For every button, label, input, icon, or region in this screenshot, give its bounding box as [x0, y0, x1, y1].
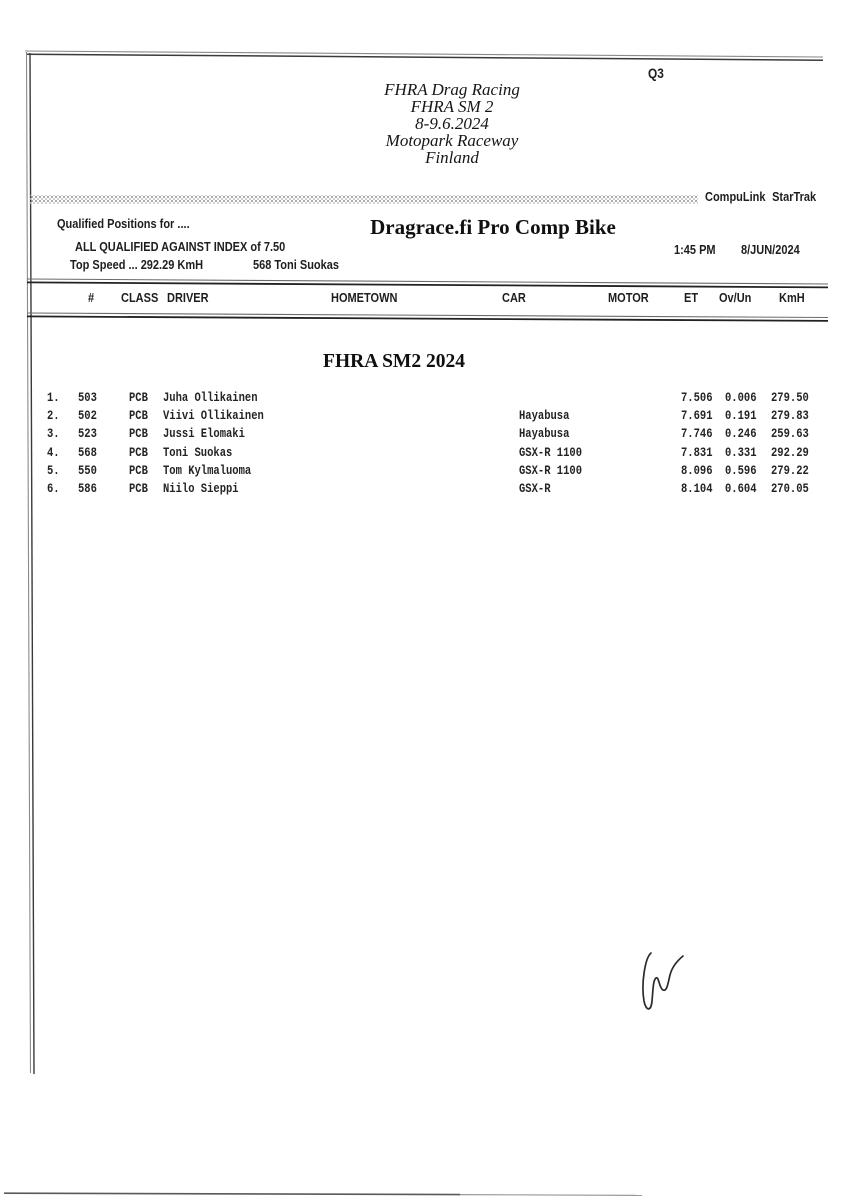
header-hometown: HOMETOWN	[331, 291, 398, 305]
table-row: 2. 502 PCB Viivi Ollikainen Hayabusa 7.6…	[0, 409, 848, 427]
header-ovun: Ov/Un	[719, 291, 752, 305]
cell-position: 6.	[47, 482, 60, 496]
cell-bike-number: 568	[78, 445, 97, 460]
cell-ovun: 0.246	[725, 427, 757, 442]
cell-car: GSX-R	[519, 482, 551, 496]
cell-ovun: 0.604	[725, 482, 757, 496]
header-kmh: KmH	[779, 291, 805, 305]
cell-et: 7.831	[681, 445, 713, 460]
table-row: 5. 550 PCB Tom Kylmaluoma GSX-R 1100 8.0…	[0, 464, 848, 482]
cell-class: PCB	[129, 427, 148, 442]
header-motor: MOTOR	[608, 291, 649, 305]
cell-driver: Juha Ollikainen	[163, 391, 258, 405]
cell-bike-number: 550	[78, 463, 97, 478]
halftone-divider-band	[30, 195, 698, 204]
cell-position: 4.	[47, 445, 60, 460]
cell-bike-number: 503	[78, 391, 97, 405]
event-venue-line: Motopark Raceway	[385, 130, 519, 150]
header-car: CAR	[502, 291, 526, 305]
cell-car: GSX-R 1100	[519, 445, 583, 460]
cell-et: 7.746	[681, 427, 713, 442]
table-rule-bottom	[26, 312, 829, 322]
cell-et: 8.096	[681, 463, 713, 478]
cell-driver: Tom Kylmaluoma	[163, 463, 252, 478]
class-section-title: FHRA SM2 2024	[323, 351, 465, 372]
cell-ovun: 0.596	[725, 463, 757, 478]
print-time: 1:45 PM	[674, 243, 716, 257]
timing-system-brand: CompuLink StarTrak	[705, 190, 817, 204]
header-driver: DRIVER	[167, 291, 209, 305]
cell-class: PCB	[129, 482, 148, 496]
event-country-line: Finland	[425, 147, 479, 167]
cell-kmh: 279.83	[771, 409, 809, 424]
scan-border-frame	[24, 50, 824, 1075]
cell-position: 2.	[47, 409, 60, 424]
cell-bike-number: 586	[78, 482, 97, 496]
qualified-positions-label: Qualified Positions for ....	[57, 217, 190, 231]
print-date: 8/JUN/2024	[741, 243, 800, 257]
cell-position: 1.	[47, 391, 60, 405]
header-et: ET	[684, 291, 699, 305]
cell-kmh: 279.50	[771, 391, 809, 405]
cell-car: Hayabusa	[519, 409, 570, 424]
cell-et: 8.104	[681, 482, 713, 496]
cell-class: PCB	[129, 463, 148, 478]
cell-driver: Niilo Sieppi	[163, 482, 239, 496]
event-series-line: FHRA SM 2	[410, 96, 494, 116]
cell-class: PCB	[129, 409, 148, 424]
cell-et: 7.506	[681, 391, 713, 405]
cell-driver: Jussi Elomaki	[163, 427, 245, 442]
cell-position: 3.	[47, 427, 60, 442]
event-date-line: 8-9.6.2024	[415, 113, 489, 133]
signature-mark	[642, 952, 684, 1010]
event-name-line: FHRA Drag Racing	[384, 80, 520, 99]
cell-driver: Toni Suokas	[163, 445, 233, 460]
cell-kmh: 292.29	[771, 445, 809, 460]
category-title: Dragrace.fi Pro Comp Bike	[370, 215, 616, 239]
top-speed-holder: 568 Toni Suokas	[253, 258, 339, 272]
cell-driver: Viivi Ollikainen	[163, 409, 264, 424]
header-class: CLASS	[121, 291, 159, 305]
event-header: FHRA Drag Racing FHRA SM 2 8-9.6.2024 Mo…	[302, 80, 602, 167]
header-position: #	[88, 291, 95, 305]
cell-bike-number: 502	[78, 409, 97, 424]
table-row: 4. 568 PCB Toni Suokas GSX-R 1100 7.831 …	[0, 446, 848, 464]
cell-et: 7.691	[681, 409, 713, 424]
cell-car: Hayabusa	[519, 427, 570, 442]
cell-ovun: 0.191	[725, 409, 757, 424]
index-line: ALL QUALIFIED AGAINST INDEX of 7.50	[75, 240, 286, 254]
cell-position: 5.	[47, 463, 60, 478]
cell-car: GSX-R 1100	[519, 463, 583, 478]
round-label: Q3	[648, 66, 664, 81]
top-speed-label: Top Speed ... 292.29 KmH	[70, 258, 204, 272]
cell-class: PCB	[129, 391, 148, 405]
table-row: 1. 503 PCB Juha Ollikainen 7.506 0.006 2…	[0, 391, 848, 409]
scan-edge-bottom	[3, 1192, 643, 1197]
cell-ovun: 0.006	[725, 391, 757, 405]
cell-class: PCB	[129, 445, 148, 460]
cell-kmh: 279.22	[771, 463, 809, 478]
table-row: 3. 523 PCB Jussi Elomaki Hayabusa 7.746 …	[0, 427, 848, 445]
table-rule-top	[26, 278, 829, 289]
table-row: 6. 586 PCB Niilo Sieppi GSX-R 8.104 0.60…	[0, 482, 848, 500]
cell-ovun: 0.331	[725, 445, 757, 460]
table-header-row: # CLASS DRIVER HOMETOWN CAR MOTOR ET Ov/…	[0, 291, 848, 309]
cell-kmh: 259.63	[771, 427, 809, 442]
cell-bike-number: 523	[78, 427, 97, 442]
cell-kmh: 270.05	[771, 482, 809, 496]
